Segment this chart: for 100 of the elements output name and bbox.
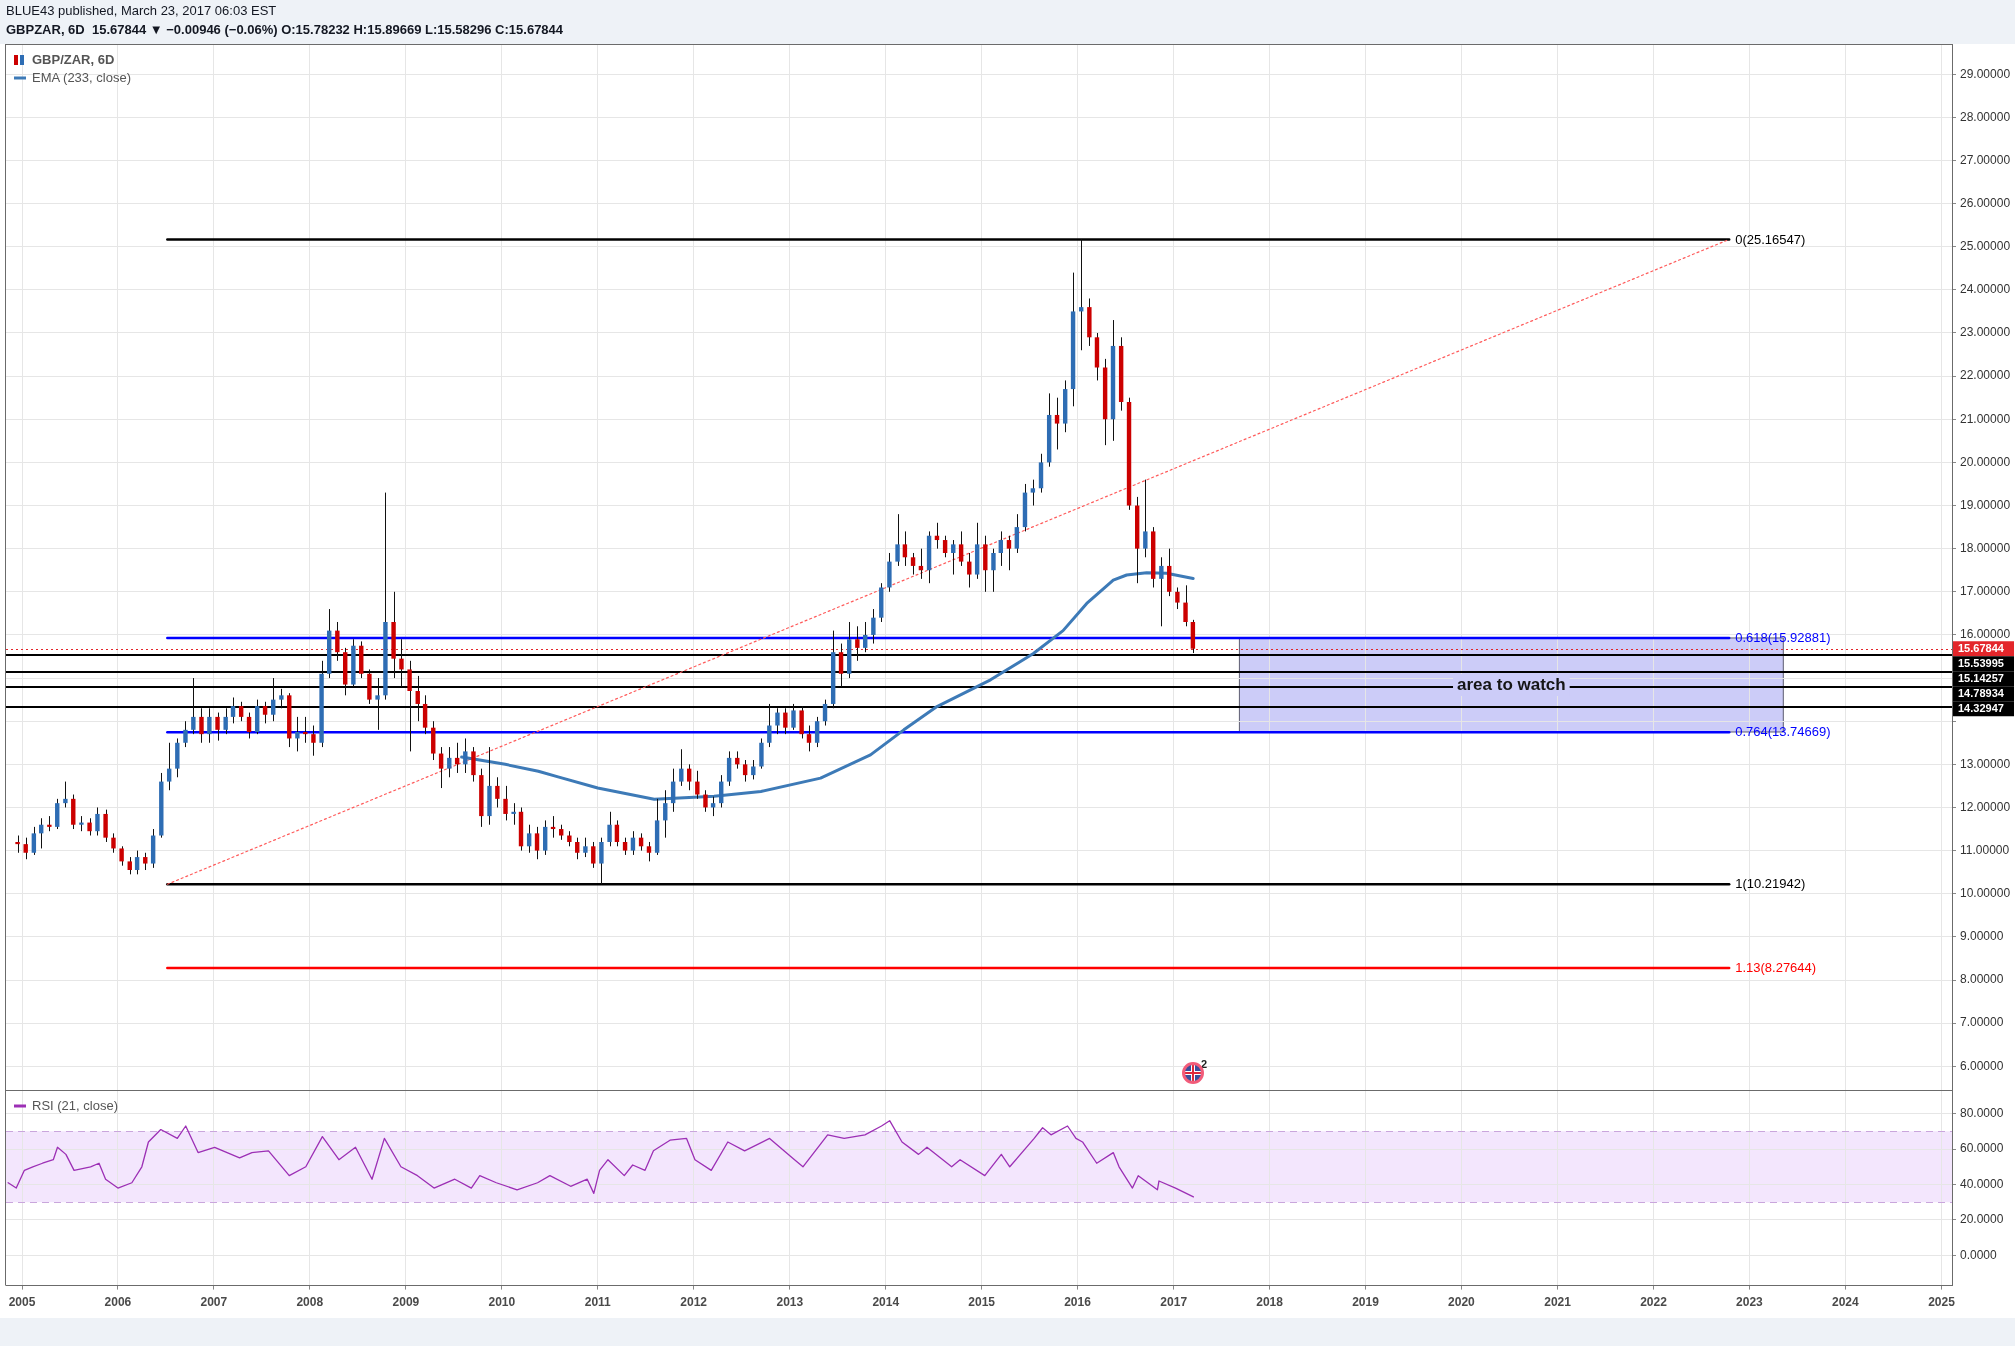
x-tick-label: 2016: [1064, 1295, 1092, 1310]
y-tick-label: 20.00000: [1960, 454, 2011, 469]
candlestick: [814, 716, 820, 748]
ref-line-label: 15.14257: [1958, 672, 2004, 685]
candlestick: [695, 770, 700, 800]
candlestick: [967, 552, 972, 588]
series-label: 1.13(8.27644): [1735, 960, 1817, 976]
ref-line-label: 15.53995: [1958, 657, 2004, 670]
candlestick: [238, 701, 244, 722]
y-tick-label: 6.00000: [1960, 1058, 2004, 1073]
candlestick: [63, 781, 68, 808]
candlestick: [134, 850, 140, 875]
x-tick-label: 2005: [8, 1295, 36, 1310]
candlestick: [591, 841, 596, 869]
candlestick: [703, 789, 708, 813]
x-tick-label: 2021: [1544, 1295, 1572, 1310]
x-tick-label: 2017: [1160, 1295, 1188, 1310]
candlestick: [191, 677, 196, 735]
series-label: 0.764(13.74669): [1735, 724, 1831, 740]
candlestick: [1006, 535, 1012, 571]
y-tick-label: 28.00000: [1960, 109, 2011, 124]
legend-label: RSI (21, close): [32, 1097, 118, 1113]
y-tick-label: 13.00000: [1960, 756, 2011, 771]
series-label: 1(10.21942): [1735, 876, 1806, 892]
candlestick: [375, 677, 380, 731]
candlestick: [471, 746, 476, 783]
candlestick: [726, 750, 732, 787]
candlestick: [1183, 584, 1188, 627]
candlestick: [311, 725, 316, 757]
candlestick: [607, 811, 612, 847]
candlestick: [119, 845, 124, 867]
candlestick: [215, 712, 220, 742]
legend-label: GBP/ZAR, 6D: [32, 51, 115, 67]
candlestick: [103, 809, 108, 843]
y-tick-label: 80.0000: [1960, 1105, 2004, 1120]
candlestick: [783, 707, 788, 735]
candlestick: [95, 806, 100, 837]
candlestick: [223, 707, 228, 735]
candlestick: [422, 694, 428, 735]
candlestick: [166, 742, 172, 791]
ref-line-label: 14.32947: [1958, 702, 2004, 715]
candlestick: [399, 638, 404, 688]
legend-label: EMA (233, close): [32, 69, 131, 85]
x-tick-label: 2013: [776, 1295, 804, 1310]
candlestick: [799, 705, 804, 739]
y-tick-label: 11.00000: [1960, 842, 2010, 857]
y-tick-label: 19.00000: [1960, 497, 2011, 512]
candlestick: [791, 703, 796, 731]
candlestick: [415, 675, 420, 722]
candlestick: [575, 837, 580, 860]
candlestick: [1014, 513, 1020, 554]
candlestick: [246, 712, 252, 739]
candlestick: [262, 701, 268, 724]
ref-line-label: 15.67844: [1958, 642, 2005, 655]
y-tick-label: 24.00000: [1960, 282, 2011, 297]
y-tick-label: 7.00000: [1960, 1015, 2004, 1030]
x-tick-label: 2014: [872, 1295, 900, 1310]
candlestick: [1030, 479, 1036, 507]
y-tick-label: 26.00000: [1960, 195, 2011, 210]
y-tick-label: 10.00000: [1960, 886, 2011, 901]
x-tick-label: 2024: [1831, 1295, 1859, 1310]
candlestick: [599, 837, 604, 885]
candlestick: [335, 621, 340, 662]
candlestick: [23, 837, 28, 860]
candlestick: [902, 530, 908, 567]
x-tick-label: 2020: [1448, 1295, 1476, 1310]
x-tick-label: 2008: [296, 1295, 324, 1310]
y-tick-label: 0.0000: [1960, 1247, 1998, 1262]
candlestick: [742, 759, 748, 783]
candlestick: [279, 688, 284, 709]
candlestick: [767, 703, 772, 748]
candlestick: [686, 763, 692, 791]
candlestick: [1159, 556, 1164, 627]
candlestick: [838, 643, 844, 688]
candlestick: [646, 841, 652, 862]
chart-subtitle: GBPZAR, 6D 15.67844 ▼ −0.00946 (−0.06%) O:15.78232 H:15.89669 L:15.58296 C:15.67844: [6, 21, 564, 37]
x-tick-label: 2023: [1736, 1295, 1764, 1310]
y-tick-label: 60.0000: [1960, 1141, 2004, 1156]
candlestick: [526, 824, 532, 854]
candlestick: [511, 802, 516, 826]
candlestick: [751, 759, 756, 780]
series-label: 0(25.16547): [1735, 231, 1806, 247]
candlestick: [942, 535, 948, 558]
y-tick-label: 40.0000: [1960, 1176, 2004, 1191]
y-tick-label: 22.00000: [1960, 368, 2011, 383]
x-tick-label: 2012: [680, 1295, 708, 1310]
candlestick: [895, 513, 900, 567]
candlestick: [271, 677, 276, 722]
candlestick: [55, 798, 60, 830]
candlestick: [863, 621, 868, 653]
candlestick: [679, 748, 684, 787]
candlestick: [630, 830, 636, 856]
candlestick: [998, 530, 1004, 567]
candlestick: [991, 548, 996, 593]
candlestick: [759, 737, 764, 770]
candlestick: [534, 826, 540, 860]
ref-line-label: 14.78934: [1958, 687, 2005, 700]
candlestick: [1054, 397, 1060, 450]
y-tick-label: 25.00000: [1960, 239, 2011, 254]
candlestick: [495, 776, 500, 808]
